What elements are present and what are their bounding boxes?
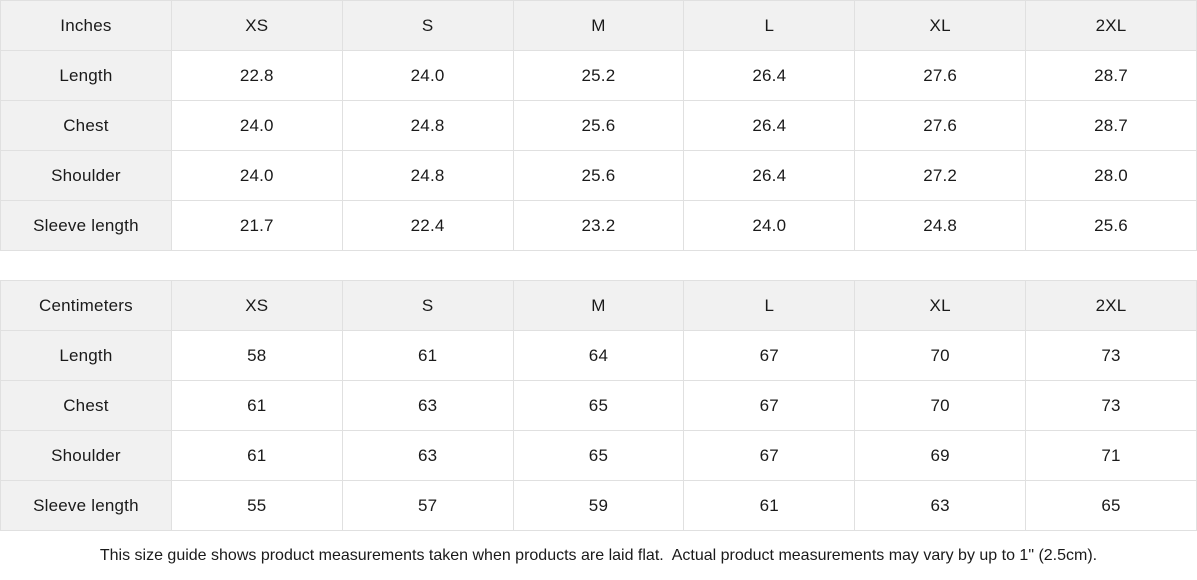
table-row: Shoulder 61 63 65 67 69 71 (0, 430, 1197, 481)
measurement-value-cell: 65 (512, 430, 685, 481)
measurement-value-cell: 65 (1025, 480, 1197, 531)
measurement-value-cell: 67 (683, 430, 856, 481)
measurement-label-cell: Sleeve length (0, 480, 172, 531)
size-header-cell-2xl: 2XL (1025, 280, 1197, 331)
measurement-label-cell: Shoulder (0, 430, 172, 481)
measurement-label-cell: Chest (0, 380, 172, 431)
table-row: Chest 24.0 24.8 25.6 26.4 27.6 28.7 (0, 100, 1197, 151)
measurement-label-cell: Length (0, 330, 172, 381)
measurement-label-cell: Length (0, 50, 172, 101)
size-header-cell-l: L (683, 280, 856, 331)
size-header-cell-xs: XS (170, 0, 343, 51)
unit-header-cell: Centimeters (0, 280, 172, 331)
measurement-value-cell: 26.4 (683, 150, 856, 201)
size-header-cell-2xl: 2XL (1025, 0, 1197, 51)
measurement-value-cell: 61 (683, 480, 856, 531)
measurement-value-cell: 28.0 (1025, 150, 1197, 201)
table-row: Sleeve length 21.7 22.4 23.2 24.0 24.8 25.6 (0, 200, 1197, 251)
measurement-value-cell: 63 (341, 380, 514, 431)
measurement-value-cell: 23.2 (512, 200, 685, 251)
measurement-value-cell: 24.8 (854, 200, 1027, 251)
measurement-value-cell: 26.4 (683, 100, 856, 151)
measurement-value-cell: 65 (512, 380, 685, 431)
table-row: Length 58 61 64 67 70 73 (0, 330, 1197, 381)
measurement-value-cell: 24.0 (683, 200, 856, 251)
size-table-centimeters: Centimeters XS S M L XL 2XL Length 58 61 64 67 70 73 C… (0, 280, 1197, 531)
measurement-value-cell: 28.7 (1025, 100, 1197, 151)
measurement-value-cell: 57 (341, 480, 514, 531)
table-row: Length 22.8 24.0 25.2 26.4 27.6 28.7 (0, 50, 1197, 101)
measurement-value-cell: 73 (1025, 330, 1197, 381)
measurement-label-cell: Shoulder (0, 150, 172, 201)
size-table-inches: Inches XS S M L XL 2XL Length 22.8 24.0 25.2 26.4 27… (0, 0, 1197, 251)
measurement-value-cell: 69 (854, 430, 1027, 481)
measurement-value-cell: 63 (854, 480, 1027, 531)
size-header-cell-m: M (512, 0, 685, 51)
measurement-value-cell: 25.6 (512, 150, 685, 201)
measurement-value-cell: 67 (683, 330, 856, 381)
measurement-value-cell: 22.8 (170, 50, 343, 101)
measurement-value-cell: 25.6 (512, 100, 685, 151)
measurement-value-cell: 61 (341, 330, 514, 381)
measurement-value-cell: 67 (683, 380, 856, 431)
measurement-value-cell: 27.6 (854, 100, 1027, 151)
measurement-value-cell: 25.2 (512, 50, 685, 101)
measurement-value-cell: 70 (854, 330, 1027, 381)
measurement-value-cell: 28.7 (1025, 50, 1197, 101)
measurement-label-cell: Chest (0, 100, 172, 151)
measurement-value-cell: 24.8 (341, 150, 514, 201)
measurement-value-cell: 71 (1025, 430, 1197, 481)
size-header-cell-s: S (341, 280, 514, 331)
measurement-value-cell: 26.4 (683, 50, 856, 101)
tables-gap (0, 251, 1197, 280)
table-row: Sleeve length 55 57 59 61 63 65 (0, 480, 1197, 531)
measurement-value-cell: 61 (170, 430, 343, 481)
header-row: Centimeters XS S M L XL 2XL (0, 280, 1197, 331)
measurement-value-cell: 27.2 (854, 150, 1027, 201)
size-tables: Inches XS S M L XL 2XL Length 22.8 24.0 25.2 26.4 27… (0, 0, 1197, 531)
measurement-value-cell: 59 (512, 480, 685, 531)
measurement-value-cell: 58 (170, 330, 343, 381)
table-row: Chest 61 63 65 67 70 73 (0, 380, 1197, 431)
measurement-value-cell: 63 (341, 430, 514, 481)
measurement-value-cell: 64 (512, 330, 685, 381)
measurement-value-cell: 27.6 (854, 50, 1027, 101)
measurement-value-cell: 61 (170, 380, 343, 431)
table-row: Shoulder 24.0 24.8 25.6 26.4 27.2 28.0 (0, 150, 1197, 201)
size-header-cell-xl: XL (854, 280, 1027, 331)
unit-header-cell: Inches (0, 0, 172, 51)
header-row: Inches XS S M L XL 2XL (0, 0, 1197, 51)
size-header-cell-xs: XS (170, 280, 343, 331)
measurement-value-cell: 21.7 (170, 200, 343, 251)
size-header-cell-m: M (512, 280, 685, 331)
measurement-value-cell: 24.8 (341, 100, 514, 151)
size-header-cell-s: S (341, 0, 514, 51)
measurement-value-cell: 22.4 (341, 200, 514, 251)
measurement-value-cell: 25.6 (1025, 200, 1197, 251)
measurement-label-cell: Sleeve length (0, 200, 172, 251)
measurement-value-cell: 24.0 (341, 50, 514, 101)
measurement-value-cell: 73 (1025, 380, 1197, 431)
size-header-cell-xl: XL (854, 0, 1027, 51)
measurement-value-cell: 24.0 (170, 100, 343, 151)
measurement-value-cell: 70 (854, 380, 1027, 431)
size-header-cell-l: L (683, 0, 856, 51)
footer-note: This size guide shows product measuremen… (0, 531, 1197, 580)
measurement-value-cell: 24.0 (170, 150, 343, 201)
measurement-value-cell: 55 (170, 480, 343, 531)
